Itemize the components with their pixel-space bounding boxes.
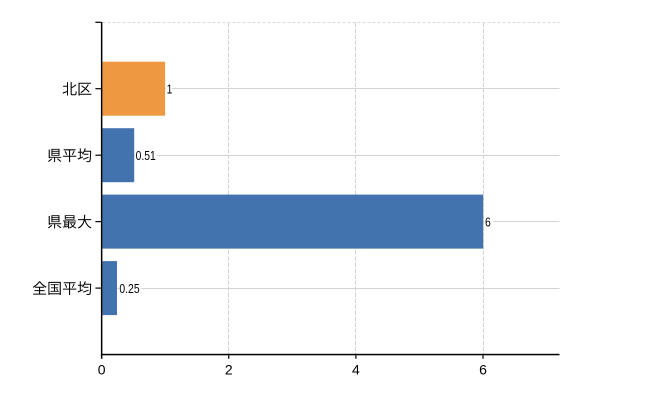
svg-text:6: 6 (479, 362, 487, 378)
svg-text:4: 4 (352, 362, 360, 378)
svg-text:2: 2 (225, 362, 233, 378)
svg-text:1: 1 (167, 82, 173, 96)
svg-text:0: 0 (98, 362, 106, 378)
svg-text:6: 6 (485, 215, 491, 229)
svg-text:0.51: 0.51 (136, 149, 156, 163)
svg-text:0.25: 0.25 (119, 282, 140, 296)
